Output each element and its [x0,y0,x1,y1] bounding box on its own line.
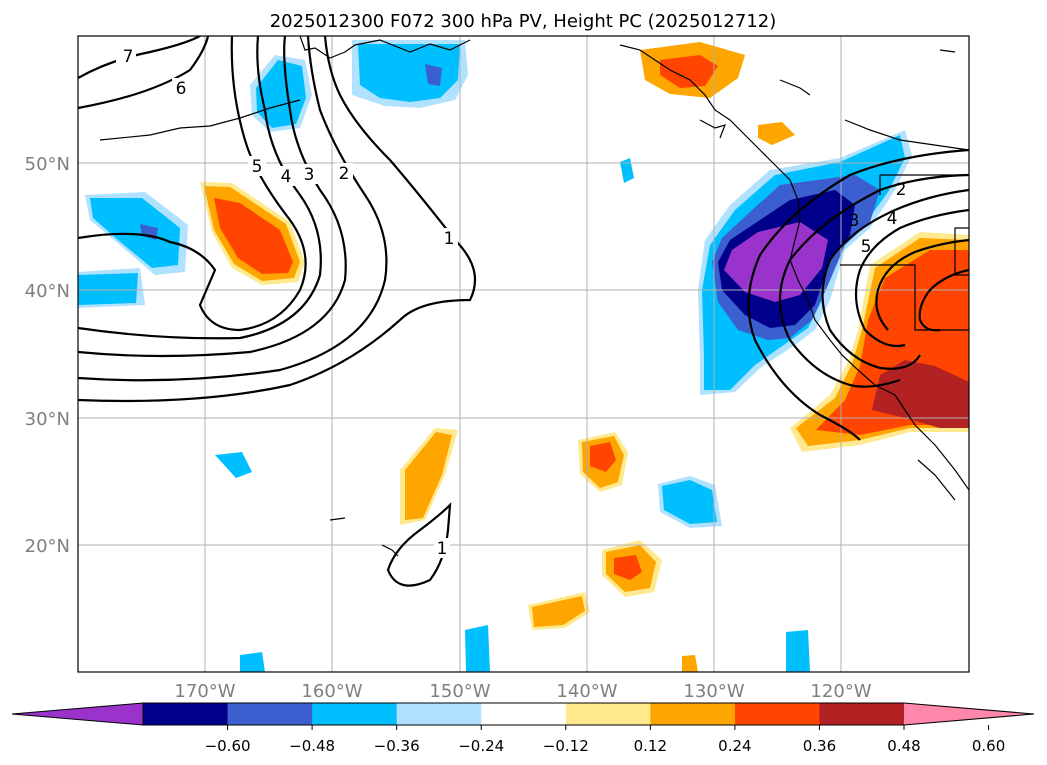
pv-anomaly-subtrop-2-max [590,442,616,472]
pv-anomaly-bc-coast-core [660,55,718,88]
colorbar-segment [650,703,736,725]
contour-label-5: 5 [252,157,263,177]
height-contour-5 [78,36,307,332]
contour-labels: 7 6 5 4 3 2 1 1 2 3 4 5 [116,45,906,559]
pv-anomaly-subtrop-1-core [405,432,452,520]
height-contour-2 [78,36,388,382]
colorbar-tick-label: −0.48 [289,737,335,755]
colorbar-tick-label: 0.24 [718,737,751,755]
height-contour-east-4 [854,208,969,348]
height-contour-4 [78,36,322,340]
height-contour-7 [78,36,201,79]
contour-label-east-2: 2 [896,180,907,200]
lon-label-130w: 130°W [683,681,744,702]
height-contour-east-2 [778,173,969,388]
contour-label-east-3: 3 [849,211,860,231]
contour-label-1: 1 [444,229,455,249]
height-contour-6 [78,36,210,110]
colorbar-tick-label: 0.48 [887,737,920,755]
pv-anomaly-bottom-2 [786,630,810,672]
contour-label-east-5: 5 [861,237,872,257]
pv-anomaly-bottom-4 [682,655,698,672]
colorbar-outline [11,702,1035,726]
coastlines [99,36,969,557]
pv-anomaly-alaska-core [358,44,460,102]
pv-anomaly-small-cyan-2 [215,452,252,478]
pv-anomaly-subtrop-5-core [532,596,585,627]
colorbar-extend-min [12,703,143,725]
height-contour-east-5 [875,238,969,331]
longitude-labels: 170°W 160°W 150°W 140°W 130°W 120°W [174,681,871,702]
contour-label-2: 2 [339,164,350,184]
pv-anomaly-small-cyan [620,158,634,183]
pv-anomaly-west-2-core [78,273,138,305]
height-contour-east-6 [918,268,969,332]
colorbar-tick-label: −0.12 [543,737,589,755]
pv-anomaly-subtrop-4-max [614,555,642,580]
pv-anomaly-west-1-core [90,198,180,268]
colorbar-tick-label: −0.36 [374,737,420,755]
colorbar-extend-max [904,703,1034,725]
colorbar-segment [143,703,229,725]
colorbar-segments [12,703,1034,725]
height-contour-east-1 [747,148,969,441]
height-contour-3 [78,36,347,358]
colorbar-segment [734,703,820,725]
height-contours [78,36,969,587]
colorbar-ticks: −0.60 −0.48 −0.36 −0.24 −0.12 0.12 0.24 0.36 0.4… [205,725,1005,755]
colorbar-segment [312,703,398,725]
colorbar-tick-label: −0.24 [458,737,504,755]
contour-label-6: 6 [176,79,187,99]
lat-label-50n: 50°N [25,154,70,175]
lon-label-160w: 160°W [301,681,362,702]
height-contour-east-3 [821,188,969,370]
pv-anomaly-aleutian-core [256,60,306,128]
pv-anomaly-bottom-3 [240,652,265,672]
colorbar: −0.60 −0.48 −0.36 −0.24 −0.12 0.12 0.24 0.36 0.4… [11,702,1035,755]
lon-label-150w: 150°W [429,681,490,702]
figure-title: 2025012300 F072 300 hPa PV, Height PC (2… [270,11,777,32]
contour-label-4: 4 [281,167,292,187]
height-contour-1-south [386,502,452,587]
pv-anomaly-subtrop-3-core [662,480,717,524]
height-contour-1 [78,36,477,403]
pv-anomaly-ridge-east-max [872,360,969,428]
lat-label-30n: 30°N [25,409,70,430]
contour-label-3: 3 [304,165,315,185]
colorbar-segment [227,703,313,725]
lat-label-40n: 40°N [25,281,70,302]
pv-anomaly-small-orange [758,122,795,145]
pv-anomaly-bottom-1 [465,625,490,672]
map-frame [77,35,970,673]
lon-label-120w: 120°W [810,681,871,702]
colorbar-segment [819,703,905,725]
lat-label-20n: 20°N [25,536,70,557]
contour-label-7: 7 [123,47,134,67]
contour-label-east-4: 4 [887,209,898,229]
colorbar-tick-label: 0.60 [972,737,1005,755]
colorbar-tick-label: −0.60 [205,737,251,755]
contour-label-1-south: 1 [437,539,448,559]
map-contents: 7 6 5 4 3 2 1 1 2 3 4 5 [78,36,969,672]
colorbar-tick-label: 0.12 [634,737,667,755]
colorbar-segment [481,703,567,725]
pv-anomaly-alaska-inner [425,64,442,86]
pv-anomaly-orange-west-core [214,198,293,274]
colorbar-tick-label: 0.36 [803,737,836,755]
lon-label-140w: 140°W [556,681,617,702]
colorbar-segment [396,703,482,725]
lon-label-170w: 170°W [174,681,235,702]
latitude-labels: 50°N 40°N 30°N 20°N [25,154,70,557]
colorbar-segment [565,703,651,725]
map-panel: 7 6 5 4 3 2 1 1 2 3 4 5 [77,35,970,673]
